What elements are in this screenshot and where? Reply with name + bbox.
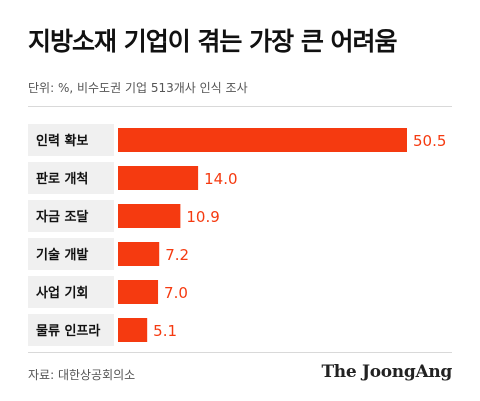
value-label: 10.9	[186, 208, 219, 226]
category-label: 사업 기회	[36, 285, 88, 301]
bar-chart: 인력 확보 50.5 판로 개척 14.0 자금 조달 10.9 기술 개발 7.2 사업 기회…	[28, 124, 446, 346]
category-label: 물류 인프라	[36, 323, 100, 339]
bar	[118, 280, 159, 304]
unit-note: 단위: %, 비수도권 기업 513개사 인식 조사	[28, 81, 248, 95]
value-label: 14.0	[204, 170, 237, 188]
value-label: 50.5	[413, 132, 446, 150]
value-label: 5.1	[153, 322, 177, 340]
category-label-box	[28, 124, 114, 156]
top-divider	[28, 106, 452, 107]
category-label: 인력 확보	[36, 133, 88, 149]
source-note: 자료: 대한상공회의소	[28, 368, 136, 382]
category-label-box	[28, 314, 114, 346]
publisher-logo: The JoongAng	[321, 362, 452, 382]
bar	[118, 166, 199, 190]
chart-title: 지방소재 기업이 겪는 가장 큰 어려움	[28, 27, 398, 56]
bar	[118, 318, 148, 342]
category-label: 기술 개발	[36, 247, 88, 263]
bar	[118, 242, 160, 266]
category-label-box	[28, 162, 114, 194]
bar	[118, 204, 181, 228]
category-label-box	[28, 238, 114, 270]
value-label: 7.2	[165, 246, 189, 264]
category-label: 자금 조달	[36, 210, 88, 225]
category-label-box	[28, 200, 114, 232]
bottom-divider	[28, 352, 452, 353]
category-label-box	[28, 276, 114, 308]
category-label: 판로 개척	[36, 171, 88, 187]
value-label: 7.0	[164, 284, 188, 302]
bar	[118, 128, 407, 152]
